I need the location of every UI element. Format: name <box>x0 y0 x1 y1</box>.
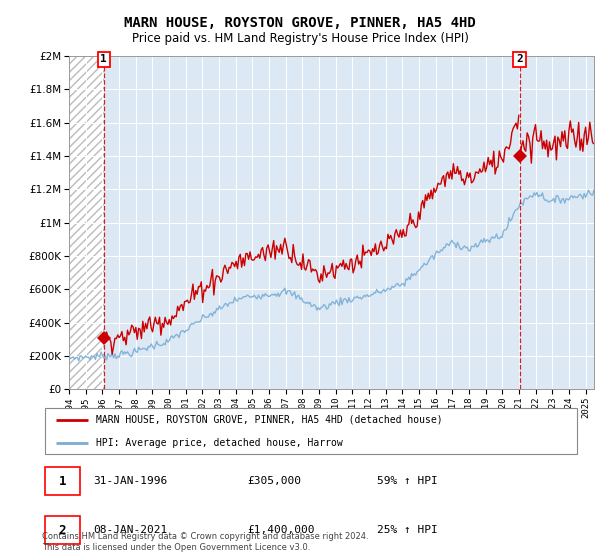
Text: £305,000: £305,000 <box>247 477 301 486</box>
FancyBboxPatch shape <box>45 516 80 544</box>
Bar <box>69 56 104 389</box>
Text: £1,400,000: £1,400,000 <box>247 525 314 535</box>
Text: Price paid vs. HM Land Registry's House Price Index (HPI): Price paid vs. HM Land Registry's House … <box>131 32 469 45</box>
Text: 59% ↑ HPI: 59% ↑ HPI <box>377 477 437 486</box>
Text: MARN HOUSE, ROYSTON GROVE, PINNER, HA5 4HD: MARN HOUSE, ROYSTON GROVE, PINNER, HA5 4… <box>124 16 476 30</box>
Text: MARN HOUSE, ROYSTON GROVE, PINNER, HA5 4HD (detached house): MARN HOUSE, ROYSTON GROVE, PINNER, HA5 4… <box>96 414 443 424</box>
Text: Contains HM Land Registry data © Crown copyright and database right 2024.
This d: Contains HM Land Registry data © Crown c… <box>42 532 368 552</box>
Text: HPI: Average price, detached house, Harrow: HPI: Average price, detached house, Harr… <box>96 438 343 448</box>
Text: 31-JAN-1996: 31-JAN-1996 <box>94 477 167 486</box>
FancyBboxPatch shape <box>45 468 80 495</box>
Text: 1: 1 <box>100 54 107 64</box>
Text: 1: 1 <box>59 475 66 488</box>
Text: 25% ↑ HPI: 25% ↑ HPI <box>377 525 437 535</box>
Text: 2: 2 <box>59 524 66 537</box>
Text: 08-JAN-2021: 08-JAN-2021 <box>94 525 167 535</box>
Text: 2: 2 <box>516 54 523 64</box>
FancyBboxPatch shape <box>45 408 577 454</box>
